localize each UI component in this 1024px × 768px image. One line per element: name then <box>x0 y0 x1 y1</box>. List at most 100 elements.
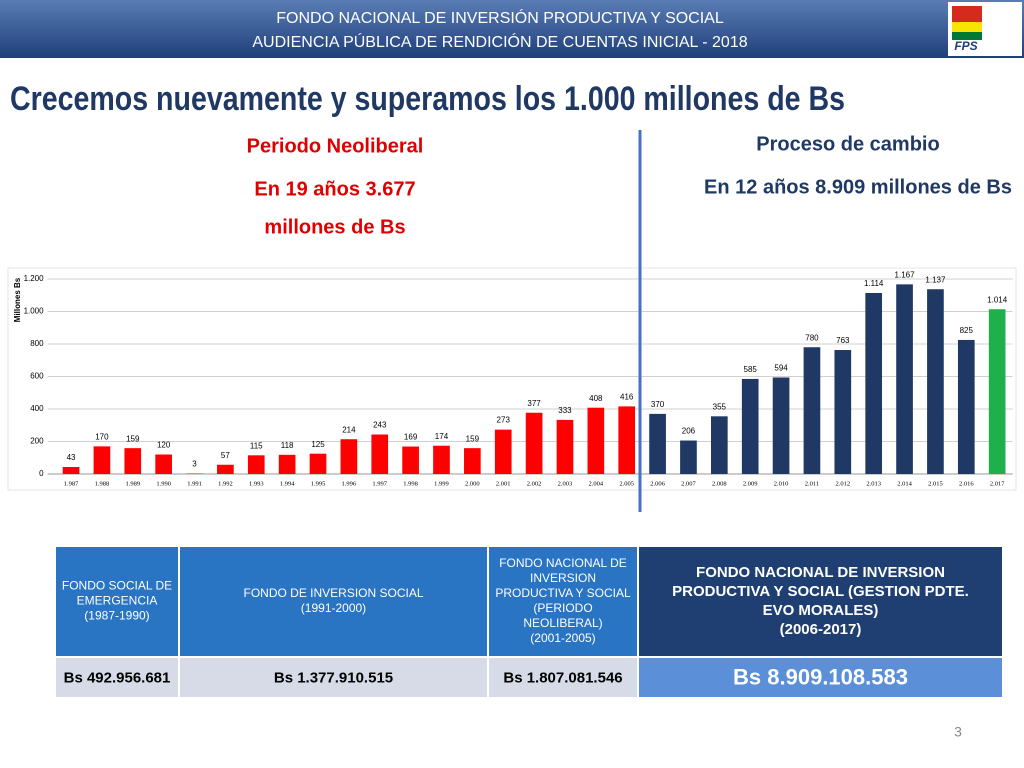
x-tick-label: 1.989 <box>125 480 140 487</box>
row-text: Bs 1.377.910.515 <box>274 669 393 686</box>
data-label: 585 <box>744 365 758 374</box>
x-tick-label: 1.998 <box>403 480 418 487</box>
bar <box>741 378 759 474</box>
x-tick-label: 1.996 <box>342 480 357 487</box>
bar <box>772 377 790 474</box>
data-label: 214 <box>342 425 356 434</box>
header-text: INVERSION <box>530 571 596 585</box>
x-tick-label: 1.994 <box>280 480 295 487</box>
header-text: FONDO DE INVERSION SOCIAL <box>243 586 423 600</box>
page-number: 3 <box>954 724 962 740</box>
bar <box>62 467 80 474</box>
x-tick-label: 2.011 <box>805 480 819 487</box>
data-label: 243 <box>373 421 387 430</box>
data-label: 57 <box>221 451 230 460</box>
bar <box>124 448 142 474</box>
data-label: 594 <box>774 364 788 373</box>
header-text: FONDO NACIONAL DE <box>499 556 627 570</box>
section-text: millones de Bs <box>264 216 405 238</box>
x-tick-label: 2.006 <box>650 480 665 487</box>
data-label: 377 <box>527 399 541 408</box>
header-text: (2006-2017) <box>780 621 862 638</box>
header-cell <box>54 545 180 658</box>
bar <box>618 406 636 474</box>
x-tick-label: 2.010 <box>774 480 789 487</box>
row-cell <box>178 656 489 699</box>
header-text: (PERIODO <box>533 601 592 615</box>
bar <box>896 284 913 474</box>
data-label: 115 <box>250 441 263 450</box>
y-tick-label: 0 <box>39 469 44 478</box>
data-label: 780 <box>805 333 819 342</box>
row-text: Bs 1.807.081.546 <box>503 669 622 686</box>
y-axis-label: Millones Bs <box>13 277 22 322</box>
bar <box>587 407 605 474</box>
slide-title: Crecemos nuevamente y superamos los 1.00… <box>10 80 845 118</box>
data-label: 1.167 <box>895 270 916 279</box>
x-tick-label: 2.014 <box>897 480 912 487</box>
x-tick-label: 1.995 <box>311 480 326 487</box>
bar <box>710 416 728 474</box>
bar <box>217 464 234 474</box>
data-label: 408 <box>589 394 603 403</box>
bar <box>680 440 697 474</box>
bar <box>155 454 172 474</box>
y-tick-label: 1.000 <box>24 307 45 316</box>
row-text: Bs 8.909.108.583 <box>733 664 908 689</box>
section-heading: Proceso de cambio <box>756 133 939 155</box>
x-tick-label: 2.007 <box>681 480 696 487</box>
x-tick-label: 1.993 <box>249 480 264 487</box>
bar <box>865 292 883 474</box>
flag-red <box>952 6 982 22</box>
header-text: EVO MORALES) <box>763 602 879 619</box>
y-tick-label: 200 <box>30 437 44 446</box>
bar <box>556 419 574 474</box>
bar <box>803 347 821 474</box>
header-text: EMERGENCIA <box>77 594 158 608</box>
header-text: PRODUCTIVA Y SOCIAL <box>495 586 631 600</box>
header-text: (1987-1990) <box>84 609 149 623</box>
header-text: FONDO NACIONAL DE INVERSION <box>696 564 945 581</box>
data-label: 1.114 <box>864 279 884 288</box>
x-tick-label: 1.988 <box>95 480 110 487</box>
bar <box>402 446 419 474</box>
flag-green <box>952 32 982 40</box>
data-label: 169 <box>404 433 418 442</box>
header-band <box>0 0 1024 58</box>
data-label: 370 <box>651 400 665 409</box>
data-label: 43 <box>67 453 76 462</box>
row-cell <box>637 656 1004 699</box>
bar <box>433 445 450 474</box>
data-label: 159 <box>126 434 140 443</box>
bar <box>525 412 543 474</box>
data-label: 170 <box>95 432 109 441</box>
data-label: 174 <box>435 432 449 441</box>
bar <box>371 434 389 474</box>
data-label: 159 <box>466 434 480 443</box>
x-tick-label: 1.992 <box>218 480 233 487</box>
data-label: 206 <box>682 427 696 436</box>
bar <box>93 446 111 474</box>
data-label: 273 <box>497 416 511 425</box>
section-heading: Periodo Neoliberal <box>247 135 424 157</box>
section-text: En 19 años 3.677 <box>254 178 415 200</box>
data-label: 416 <box>620 393 634 402</box>
x-tick-label: 2.009 <box>743 480 758 487</box>
header-text: (1991-2000) <box>301 601 366 615</box>
data-label: 333 <box>558 406 572 415</box>
y-tick-label: 400 <box>30 404 44 413</box>
x-tick-label: 2.001 <box>496 480 511 487</box>
header-text: PRODUCTIVA Y SOCIAL (GESTION PDTE. <box>672 583 969 600</box>
x-tick-label: 2.005 <box>619 480 634 487</box>
row-text: Bs 492.956.681 <box>64 669 171 686</box>
x-tick-label: 2.002 <box>527 480 542 487</box>
data-label: 825 <box>960 326 974 335</box>
bar <box>927 289 944 474</box>
data-label: 125 <box>311 440 325 449</box>
x-tick-label: 2.013 <box>866 480 881 487</box>
bar <box>988 309 1006 474</box>
x-tick-label: 1.997 <box>372 480 387 487</box>
header-text: NEOLIBERAL) <box>523 616 602 630</box>
x-tick-label: 1.987 <box>64 480 79 487</box>
